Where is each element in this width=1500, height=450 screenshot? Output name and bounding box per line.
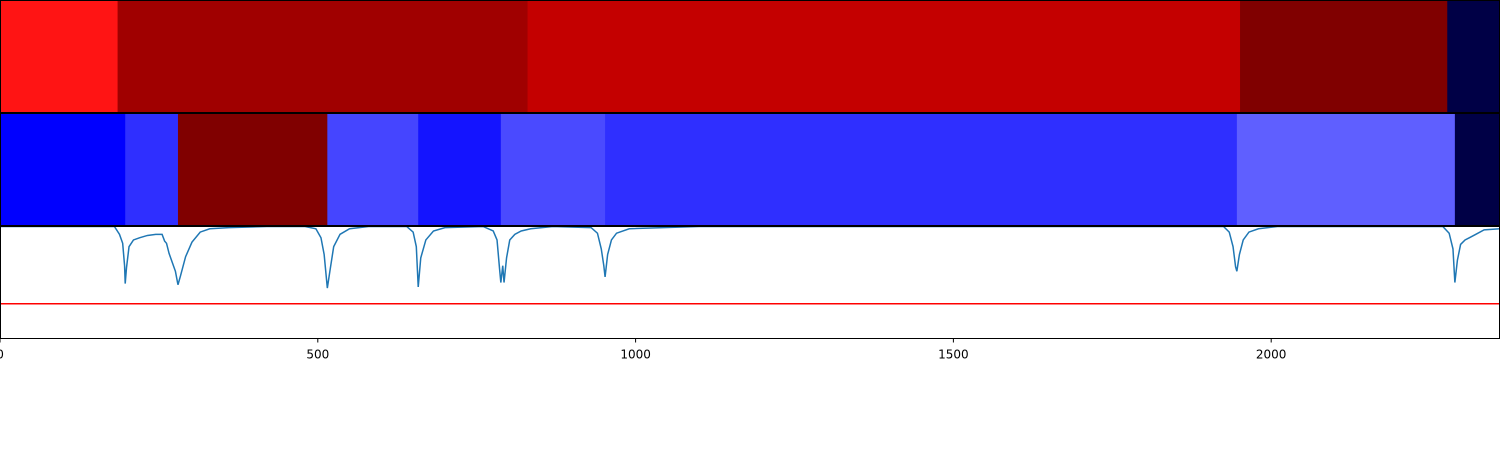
strip-1-segment-4 [418, 113, 502, 226]
x-axis: 0 500 1000 1500 2000 [0, 338, 1287, 362]
strip-0-segment-3 [1240, 0, 1448, 113]
strip-1-segment-1 [125, 113, 179, 226]
strip-0-segment-0 [0, 0, 119, 113]
strip-1-segment-3 [327, 113, 419, 226]
strip-1-segment-0 [0, 113, 126, 226]
strip-1-segment-6 [605, 113, 1238, 226]
series-line [0, 225, 1500, 289]
x-tick-label-1: 500 [306, 348, 329, 362]
strip-1-segment-2 [177, 113, 328, 226]
strip-1-segment-7 [1236, 113, 1456, 226]
heatmap-strip-top [0, 0, 1500, 113]
x-tick-label-4: 2000 [1256, 348, 1287, 362]
strip-1-segment-8 [1454, 113, 1500, 226]
line-panel-frame [0, 226, 1500, 339]
x-tick-label-2: 1000 [620, 348, 651, 362]
x-tick-label-0: 0 [0, 348, 4, 362]
x-tick-label-3: 1500 [938, 348, 969, 362]
signal-line-panel [0, 225, 1500, 305]
heatmap-strip-middle [0, 113, 1500, 226]
strip-0-segment-4 [1447, 0, 1500, 113]
strip-0-segment-1 [117, 0, 529, 113]
strip-0-segment-2 [527, 0, 1241, 113]
strip-1-segment-5 [500, 113, 606, 226]
